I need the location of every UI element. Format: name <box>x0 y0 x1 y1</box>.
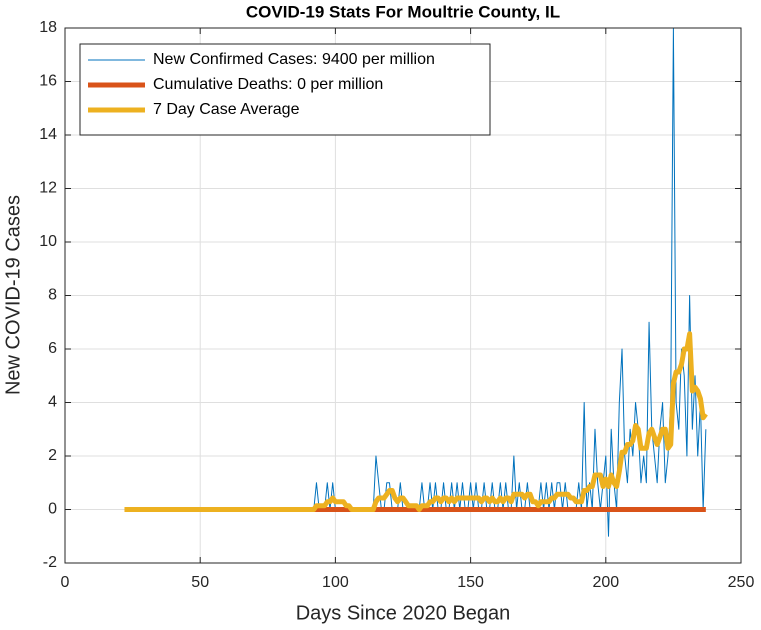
y-tick-label: 16 <box>39 73 57 90</box>
x-tick-label: 0 <box>61 574 70 591</box>
y-tick-label: 6 <box>48 340 57 357</box>
legend-label: Cumulative Deaths: 0 per million <box>153 76 383 93</box>
y-tick-label: -2 <box>43 554 57 571</box>
x-tick-label: 150 <box>457 574 484 591</box>
x-axis-label: Days Since 2020 Began <box>296 602 511 624</box>
y-tick-label: 14 <box>39 126 57 143</box>
x-tick-label: 250 <box>728 574 755 591</box>
x-tick-label: 100 <box>322 574 349 591</box>
y-tick-label: 8 <box>48 287 57 304</box>
y-tick-label: 10 <box>39 233 57 250</box>
series-line <box>124 331 708 512</box>
y-tick-label: 12 <box>39 180 57 197</box>
y-tick-label: 0 <box>48 501 57 518</box>
x-tick-label: 50 <box>191 574 209 591</box>
y-axis-label: New COVID-19 Cases <box>2 195 24 395</box>
x-tick-label: 200 <box>592 574 619 591</box>
legend-box <box>79 43 491 136</box>
y-tick-label: 2 <box>48 447 57 464</box>
chart-title: COVID-19 Stats For Moultrie County, IL <box>246 2 560 21</box>
y-tick-label: 4 <box>48 394 57 411</box>
legend-label: New Confirmed Cases: 9400 per million <box>153 51 435 68</box>
y-tick-label: 18 <box>39 19 57 36</box>
legend-label: 7 Day Case Average <box>153 101 300 118</box>
